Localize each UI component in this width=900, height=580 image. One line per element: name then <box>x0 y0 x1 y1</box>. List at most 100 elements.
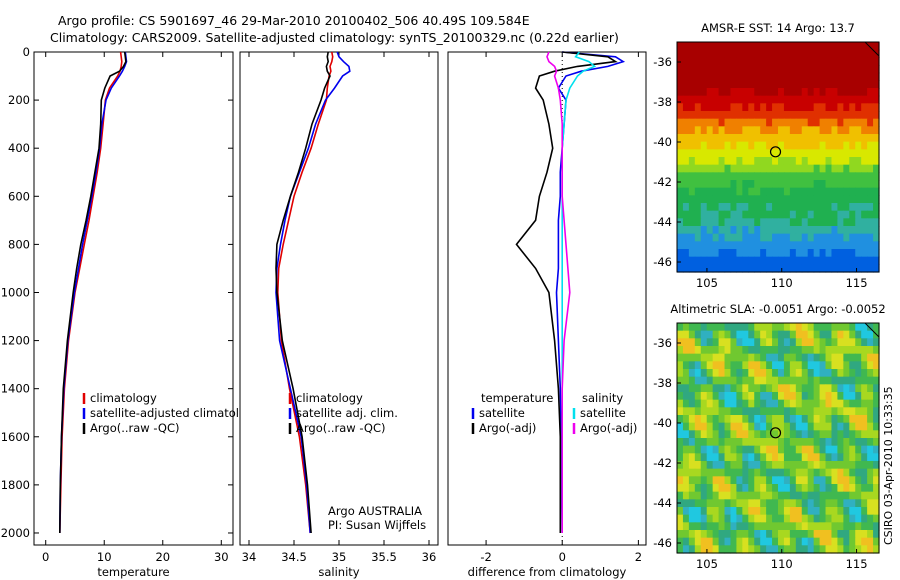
heatmap-cell <box>688 346 696 355</box>
heatmap-cell <box>855 376 862 385</box>
heatmap-cell <box>700 499 708 508</box>
heatmap-cell <box>873 346 880 355</box>
heatmap-cell <box>778 537 785 546</box>
heatmap-cell <box>742 241 749 250</box>
heatmap-cell <box>712 49 720 58</box>
heatmap-cell <box>778 369 785 378</box>
heatmap-cell <box>688 507 696 516</box>
heatmap-cell <box>694 522 702 531</box>
heatmap-cell <box>849 369 856 378</box>
heatmap-cell <box>813 149 821 158</box>
heatmap-cell <box>712 537 720 546</box>
y-tick-label: 0 <box>23 45 30 59</box>
heatmap-cell <box>718 65 726 74</box>
heatmap-cell <box>778 49 785 58</box>
heatmap-cell <box>849 399 856 408</box>
heatmap-cell <box>795 249 803 258</box>
heatmap-cell <box>861 338 868 347</box>
heatmap-cell <box>807 384 815 393</box>
heatmap-cell <box>789 233 797 242</box>
heatmap-cell <box>831 203 839 212</box>
heatmap-cell <box>748 233 755 242</box>
heatmap-cell <box>807 499 815 508</box>
heatmap-cell <box>742 468 749 477</box>
heatmap-cell <box>766 522 773 531</box>
heatmap-cell <box>694 491 702 500</box>
heatmap-cell <box>724 95 732 104</box>
heatmap-cell <box>766 65 773 74</box>
heatmap-cell <box>754 118 761 127</box>
y-tick-label: 1400 <box>1 382 30 396</box>
heatmap-cell <box>754 537 761 546</box>
heatmap-cell <box>807 226 815 235</box>
heatmap-cell <box>742 476 749 485</box>
heatmap-cell <box>855 203 862 212</box>
heatmap-cell <box>772 338 779 347</box>
heatmap-cell <box>813 499 821 508</box>
heatmap-cell <box>819 514 827 523</box>
heatmap-cell <box>778 484 785 493</box>
heatmap-cell <box>736 57 743 66</box>
heatmap-cell <box>801 65 809 74</box>
heatmap-cell <box>783 430 791 439</box>
heatmap-cell <box>694 180 702 189</box>
y-tick-label: -42 <box>653 456 672 470</box>
heatmap-cell <box>861 484 868 493</box>
heatmap-cell <box>789 323 797 332</box>
heatmap-cell <box>813 461 821 470</box>
heatmap-cell <box>819 507 827 516</box>
heatmap-cell <box>706 241 714 250</box>
heatmap-cell <box>754 195 761 204</box>
heatmap-cell <box>736 407 743 416</box>
heatmap-cell <box>843 72 850 81</box>
heatmap-cell <box>694 49 702 58</box>
heatmap-cell <box>831 438 839 447</box>
heatmap-cell <box>801 338 809 347</box>
heatmap-cell <box>772 187 779 196</box>
heatmap-cell <box>867 256 874 265</box>
heatmap-cell <box>706 134 714 143</box>
heatmap-cell <box>706 338 714 347</box>
heatmap-cell <box>748 195 755 204</box>
heatmap-cell <box>795 195 803 204</box>
heatmap-cell <box>831 537 839 546</box>
heatmap-cell <box>736 392 743 401</box>
heatmap-cell <box>861 376 868 385</box>
heatmap-cell <box>825 361 833 370</box>
heatmap-cell <box>789 141 797 150</box>
heatmap-cell <box>742 172 749 181</box>
heatmap-cell <box>861 491 868 500</box>
heatmap-cell <box>677 203 684 212</box>
heatmap-cell <box>825 103 833 112</box>
heatmap-cell <box>748 65 755 74</box>
heatmap-cell <box>760 187 767 196</box>
heatmap-cell <box>795 164 803 173</box>
heatmap-cell <box>837 195 844 204</box>
heatmap-cell <box>730 164 738 173</box>
heatmap-cell <box>682 499 690 508</box>
heatmap-cell <box>712 522 720 531</box>
heatmap-cell <box>760 141 767 150</box>
heatmap-cell <box>813 264 821 273</box>
heatmap-cell <box>813 392 821 401</box>
heatmap-cell <box>801 233 809 242</box>
heatmap-cell <box>736 65 743 74</box>
heatmap-cell <box>789 353 797 362</box>
heatmap-cell <box>819 233 827 242</box>
heatmap-cell <box>712 545 720 554</box>
heatmap-cell <box>724 445 732 454</box>
heatmap-cell <box>801 249 809 258</box>
heatmap-cell <box>730 376 738 385</box>
heatmap-cell <box>700 264 708 273</box>
heatmap-cell <box>813 203 821 212</box>
heatmap-cell <box>730 530 738 539</box>
heatmap-cell <box>867 537 874 546</box>
heatmap-cell <box>873 95 880 104</box>
heatmap-cell <box>873 80 880 89</box>
heatmap-cell <box>801 57 809 66</box>
heatmap-cell <box>801 484 809 493</box>
heatmap-cell <box>813 407 821 416</box>
heatmap-cell <box>688 103 696 112</box>
heatmap-cell <box>801 415 809 424</box>
